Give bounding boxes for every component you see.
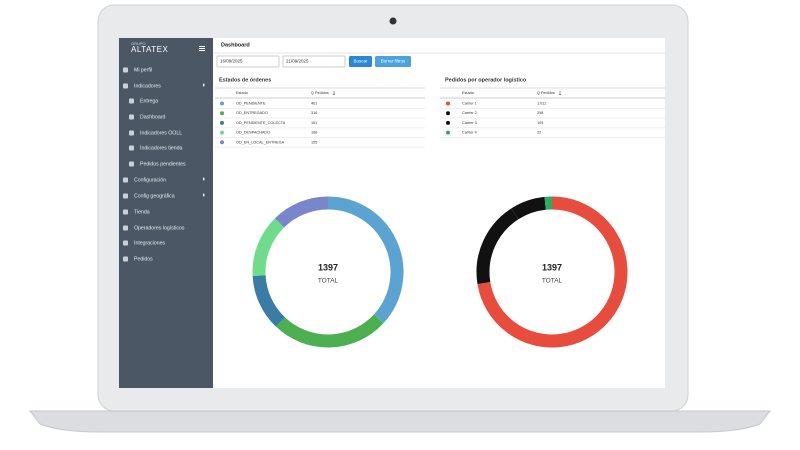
legend-dot	[220, 101, 224, 106]
column-header: Q Pedidos	[537, 91, 555, 95]
menu-caret	[203, 177, 205, 181]
row-label: OD_ENTREGADO	[236, 111, 268, 115]
date-to[interactable]	[282, 55, 346, 68]
menu-icon	[123, 256, 128, 262]
row-label: Carrier 1	[462, 102, 477, 106]
column-header: Q Pedidos	[311, 91, 329, 95]
row-value: 155	[311, 140, 317, 144]
brand-small: GRUPO	[131, 41, 146, 46]
donut-total: 1397	[318, 262, 338, 272]
menu-item[interactable]: Config geográfica	[134, 193, 175, 199]
brand: ALTATEX	[131, 45, 168, 54]
row-value: 258	[537, 111, 543, 115]
date-from[interactable]	[216, 55, 280, 68]
row-label: OD_PENDIENTE_COLECTA	[236, 121, 286, 125]
menu-icon	[123, 225, 128, 231]
legend-dot	[446, 101, 450, 106]
legend-dot	[220, 130, 224, 135]
menu-item[interactable]: Indicadores OOLL	[140, 130, 182, 136]
clear-button[interactable]	[375, 56, 411, 67]
menu-icon	[123, 83, 128, 89]
menu-item[interactable]: Integraciones	[134, 240, 166, 246]
donut-segment	[275, 314, 384, 348]
legend-dot	[220, 140, 224, 145]
menu-icon	[129, 114, 134, 120]
menu-item[interactable]: Mi perfil	[134, 67, 152, 73]
row-label: OD_PENDIENTE	[236, 102, 266, 106]
legend-dot	[446, 120, 450, 125]
page-title: Dashboard	[221, 42, 250, 48]
camera	[389, 17, 397, 25]
menu-item[interactable]: Operadores logísticos	[134, 225, 185, 231]
row-label: Carrier 3	[462, 121, 477, 125]
row-label: OD_DESPACHADO	[236, 131, 270, 135]
column-header: Estado	[236, 91, 248, 95]
row-value: 151	[311, 121, 317, 125]
menu-item[interactable]: Entrega	[140, 98, 158, 104]
menu-icon	[129, 161, 134, 167]
donut-total-label: TOTAL	[542, 278, 563, 285]
donut-segment	[476, 208, 519, 285]
legend-dot	[446, 111, 450, 116]
row-label: OD_EN_LOCAL_ENTREGA	[236, 140, 285, 144]
menu-item[interactable]: Dashboard	[140, 114, 165, 120]
menu-icon	[129, 130, 134, 136]
row-value: 316	[311, 111, 317, 115]
row-value: 461	[311, 102, 317, 106]
carriers-title: Pedidos por operador logístico	[445, 77, 527, 83]
row-value: 22	[537, 131, 541, 135]
column-header: Estado	[462, 91, 474, 95]
menu-icon	[123, 209, 128, 215]
sort-icon	[558, 91, 562, 96]
menu-icon	[199, 48, 205, 49]
menu-icon	[129, 145, 134, 151]
donut-total-label: TOTAL	[318, 278, 339, 285]
menu-caret	[203, 193, 205, 197]
row-label: Carrier 4	[462, 131, 477, 135]
menu-icon	[123, 67, 128, 73]
menu-icon	[129, 98, 134, 104]
date-from-text: 16/09/2025	[220, 59, 243, 64]
donut-segment	[477, 196, 628, 348]
search-button[interactable]	[349, 56, 372, 67]
menu-item[interactable]: Indicadores tienda	[140, 145, 183, 151]
laptop-base	[28, 410, 772, 433]
search-label: Buscar	[353, 59, 368, 64]
legend-dot	[446, 130, 450, 135]
row-value: 1.012	[537, 102, 547, 106]
donut-segment	[252, 274, 286, 327]
sort-icon	[332, 91, 336, 96]
menu-icon[interactable]	[199, 46, 205, 47]
menu-icon	[123, 193, 128, 199]
menu-item[interactable]: Pedidos	[134, 256, 153, 262]
row-value: 168	[311, 131, 317, 135]
menu-item[interactable]: Pedidos pendientes	[140, 161, 186, 167]
row-label: Carrier 2	[462, 111, 477, 115]
orders-title: Estados de órdenes	[219, 77, 271, 83]
donut-segment	[327, 196, 404, 324]
donut-segment	[511, 196, 547, 220]
legend-dot	[220, 111, 224, 116]
donut-segment	[274, 196, 329, 228]
menu-caret	[203, 83, 205, 87]
clear-label: Borrar filtros	[381, 59, 406, 64]
menu-icon	[199, 50, 205, 51]
sidebar	[119, 38, 213, 388]
menu-item[interactable]: Tienda	[134, 209, 150, 215]
menu-item[interactable]: Configuración	[134, 177, 166, 183]
donut-total: 1397	[542, 262, 562, 272]
legend-dot	[220, 120, 224, 125]
donut-segment	[252, 218, 285, 276]
row-value: 105	[537, 121, 543, 125]
menu-item[interactable]: Indicadores	[134, 83, 161, 89]
date-to-text: 21/09/2025	[286, 59, 309, 64]
menu-icon	[123, 240, 128, 246]
menu-icon	[123, 177, 128, 183]
